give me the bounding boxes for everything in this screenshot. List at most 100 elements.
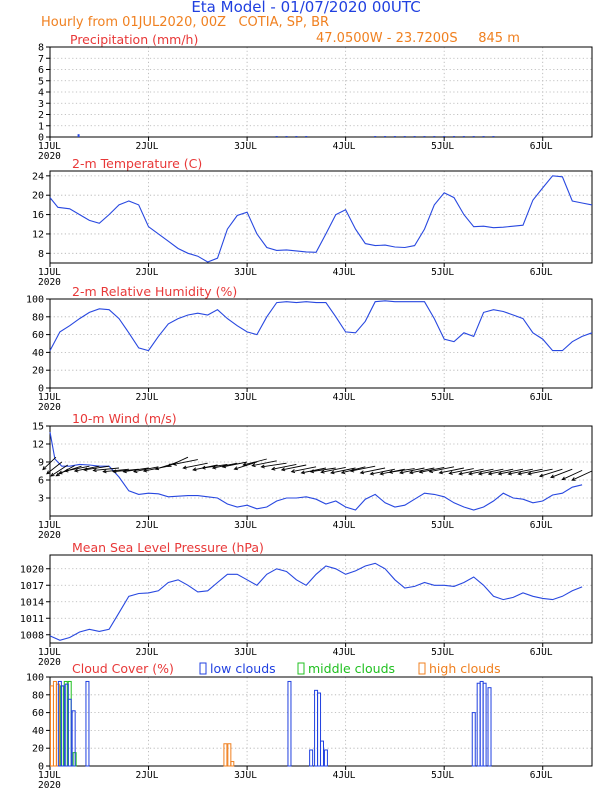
cloud-bar-low-clouds <box>85 680 90 767</box>
cloud-xtick-label: 2JUL <box>136 770 159 781</box>
precip-xtick-label: 2JUL <box>136 141 159 152</box>
wind-arrowhead <box>201 465 206 470</box>
wind-arrowhead <box>359 470 365 475</box>
precip-ytick-label: 6 <box>38 65 44 76</box>
cloud-bar-low-clouds <box>71 710 76 767</box>
wind-arrowhead <box>369 471 374 476</box>
cloud-xtick-label: 4JUL <box>333 770 356 781</box>
wind-vector <box>449 468 474 474</box>
wind-vector <box>488 468 514 475</box>
humidity-ytick-label: 40 <box>32 348 44 359</box>
wind-vector <box>212 462 238 469</box>
hourly-label: Hourly from 01JUL2020, 00Z <box>41 15 227 30</box>
cloud-ytick-label: 60 <box>32 708 44 719</box>
wind-vector <box>562 469 583 481</box>
wind-arrowhead <box>517 471 522 476</box>
temperature-ytick-label: 12 <box>32 229 44 240</box>
precip-bar <box>285 136 288 137</box>
wind-ytick-label: 6 <box>38 476 44 487</box>
cloud-bar-high-clouds <box>230 761 235 767</box>
wind-ytick-label: 15 <box>32 422 44 433</box>
wind-vector <box>439 467 464 474</box>
temperature-ytick-label: 8 <box>38 249 44 260</box>
humidity-ytick-label: 60 <box>32 330 44 341</box>
wind-vector <box>389 468 415 473</box>
wind-vector <box>301 467 327 474</box>
cloud-bar-high-clouds <box>227 743 232 767</box>
wind-arrowhead <box>211 465 217 470</box>
humidity-xtick-label: 3JUL <box>234 392 257 403</box>
wind-vector <box>222 461 248 468</box>
wind-vector <box>74 465 100 472</box>
humidity-series-line <box>49 300 593 352</box>
coordinates-label: 47.0500W - 23.7200S <box>316 31 458 46</box>
wind-xtick-label: 5JUL <box>431 520 454 531</box>
humidity-xtick-label: 5JUL <box>431 392 454 403</box>
pressure-xtick-label: 5JUL <box>431 647 454 658</box>
cloud-ytick-label: 20 <box>32 744 44 755</box>
humidity-ytick-label: 0 <box>38 384 44 395</box>
cloud-bar-high-clouds <box>223 743 228 767</box>
wind-vector <box>271 463 297 470</box>
wind-ytick-label: 9 <box>38 458 44 469</box>
cloud-bar-low-clouds <box>60 685 65 767</box>
precip-xyear-label: 2020 <box>38 151 61 162</box>
wind-arrowhead <box>280 467 286 472</box>
wind-arrowhead <box>408 470 414 475</box>
pressure-xtick-label: 4JUL <box>333 647 356 658</box>
wind-arrowhead <box>320 469 325 474</box>
precip-xtick-label: 5JUL <box>431 141 454 152</box>
wind-vector <box>167 456 189 467</box>
precip-ytick-label: 4 <box>38 88 44 99</box>
temperature-xtick-label: 4JUL <box>333 267 356 278</box>
wind-vector <box>360 467 386 474</box>
precip-xtick-label: 6JUL <box>530 141 553 152</box>
coordinates-line: 47.0500W - 23.7200S 845 m <box>316 32 520 45</box>
wind-arrowhead <box>92 468 97 473</box>
humidity-ytick-label: 100 <box>26 295 44 306</box>
wind-arrowhead <box>167 463 172 467</box>
humidity-frame <box>49 298 593 389</box>
wind-arrowhead <box>83 467 88 472</box>
elevation-label: 845 m <box>478 31 520 46</box>
precip-bar <box>374 136 377 137</box>
temperature-series-line <box>49 175 593 263</box>
temperature-ytick-label: 24 <box>32 171 44 182</box>
wind-arrowhead <box>418 469 424 474</box>
precip-bar <box>403 136 406 137</box>
precip-xtick-label: 3JUL <box>234 141 257 152</box>
cloud-xtick-label: 1JUL <box>38 770 61 781</box>
cloud-bar-low-clouds <box>482 682 487 767</box>
cloud-ytick-label: 80 <box>32 690 44 701</box>
precip-title: Precipitation (mm/h) <box>70 32 198 47</box>
precip-bar <box>384 136 387 137</box>
cloud-legend-label-0: low clouds <box>210 661 276 676</box>
cloud-bar-low-clouds <box>319 740 324 767</box>
temperature-ytick-label: 16 <box>32 210 44 221</box>
wind-arrowhead <box>477 471 483 476</box>
humidity-xtick-label: 1JUL <box>38 392 61 403</box>
wind-vector <box>399 467 425 474</box>
cloud-bar-middle-clouds <box>72 752 77 767</box>
cloud-ytick-label: 0 <box>38 762 44 773</box>
cloud-legend-swatch-2 <box>418 662 426 675</box>
wind-vector <box>310 467 336 473</box>
temperature-xtick-label: 6JUL <box>530 267 553 278</box>
pressure-title: Mean Sea Level Pressure (hPa) <box>72 540 264 555</box>
precip-bar <box>275 136 278 137</box>
temperature-xtick-label: 5JUL <box>431 267 454 278</box>
wind-vector <box>370 468 395 475</box>
wind-arrowhead <box>50 472 55 477</box>
precip-bar <box>393 136 396 137</box>
wind-xtick-label: 4JUL <box>333 520 356 531</box>
wind-vector <box>42 456 57 470</box>
wind-vector <box>508 468 533 475</box>
wind-vector <box>518 468 543 475</box>
wind-arrowhead <box>55 472 60 477</box>
precip-xtick-label: 4JUL <box>333 141 356 152</box>
wind-vector <box>93 467 120 471</box>
wind-vector <box>291 466 317 473</box>
precip-ytick-label: 2 <box>38 110 44 121</box>
pressure-xtick-label: 2JUL <box>136 647 159 658</box>
